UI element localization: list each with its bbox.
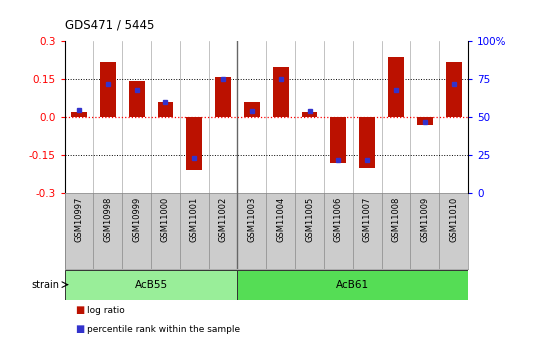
Bar (71, 112, 87, 117)
Text: GSM11003: GSM11003 (247, 197, 257, 243)
Text: GSM11002: GSM11002 (218, 197, 228, 242)
Text: GSM10998: GSM10998 (103, 197, 112, 243)
Text: GSM11009: GSM11009 (420, 197, 429, 242)
Bar (100, 62, 116, 117)
Bar (237, 270, 468, 299)
Text: GSM11007: GSM11007 (363, 197, 372, 243)
Text: log ratio: log ratio (87, 306, 125, 315)
Bar (186, 117, 202, 170)
Text: AcB61: AcB61 (336, 280, 369, 289)
Bar (129, 81, 145, 117)
Text: GSM11001: GSM11001 (190, 197, 199, 242)
Text: GSM11004: GSM11004 (276, 197, 285, 242)
Text: GSM11006: GSM11006 (334, 197, 343, 243)
Text: AcB55: AcB55 (134, 280, 167, 289)
Text: GSM11005: GSM11005 (305, 197, 314, 242)
Bar (445, 62, 462, 117)
Bar (158, 102, 173, 117)
Bar (65, 270, 237, 299)
Text: ■: ■ (75, 306, 84, 315)
Text: GSM10999: GSM10999 (132, 197, 141, 242)
Text: GSM11010: GSM11010 (449, 197, 458, 242)
Bar (244, 102, 260, 117)
Bar (359, 117, 375, 168)
Bar (330, 117, 346, 163)
Text: GSM11008: GSM11008 (392, 197, 400, 243)
Bar (388, 57, 404, 117)
Bar (302, 112, 317, 117)
Bar (417, 117, 433, 125)
Text: GDS471 / 5445: GDS471 / 5445 (65, 18, 154, 31)
Text: ■: ■ (75, 325, 84, 334)
Text: percentile rank within the sample: percentile rank within the sample (87, 325, 240, 334)
Bar (215, 77, 231, 117)
Text: GSM10997: GSM10997 (74, 197, 83, 243)
Bar (273, 67, 289, 117)
Text: GSM11000: GSM11000 (161, 197, 170, 242)
Text: strain: strain (31, 280, 59, 289)
